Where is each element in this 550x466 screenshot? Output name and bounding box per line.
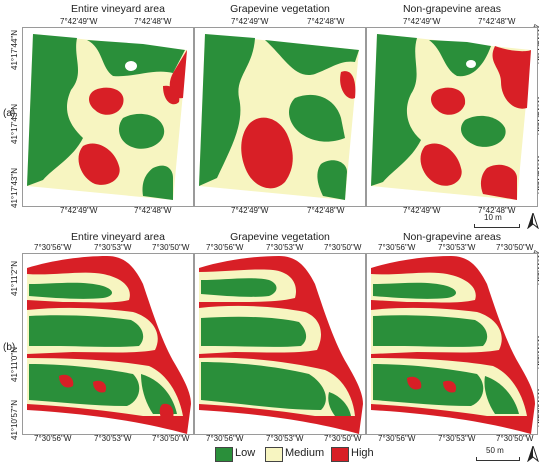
lon-tick: 7°30'53"W bbox=[266, 434, 304, 443]
legend-label-high: High bbox=[351, 447, 374, 459]
map-panel-a-nongrapevine bbox=[366, 27, 538, 207]
lon-tick: 7°30'50"W bbox=[324, 243, 362, 252]
lon-tick: 7°30'53"W bbox=[266, 243, 304, 252]
map-panel-b-nongrapevine bbox=[366, 253, 538, 435]
lon-tick: 7°42'48"W bbox=[478, 17, 516, 26]
legend-swatch-medium bbox=[265, 447, 283, 462]
title-col2-a: Grapevine vegetation bbox=[230, 3, 330, 15]
lon-tick: 7°30'53"W bbox=[438, 243, 476, 252]
legend-label-low: Low bbox=[235, 447, 256, 459]
lat-tick: 41°17'44"N bbox=[10, 29, 19, 70]
lon-tick: 7°42'48"W bbox=[307, 17, 345, 26]
lon-tick: 7°42'48"W bbox=[307, 206, 345, 215]
lat-tick: 41°10'57"N bbox=[10, 399, 19, 440]
lon-tick: 7°30'50"W bbox=[324, 434, 362, 443]
legend-swatch-low bbox=[215, 447, 233, 462]
lon-tick: 7°30'56"W bbox=[378, 434, 416, 443]
title-col1-b: Entire vineyard area bbox=[71, 231, 165, 243]
title-col1-a: Entire vineyard area bbox=[71, 3, 165, 15]
lon-tick: 7°30'56"W bbox=[34, 434, 72, 443]
title-col2-b: Grapevine vegetation bbox=[230, 231, 330, 243]
lon-tick: 7°30'50"W bbox=[152, 243, 190, 252]
title-col3-a: Non-grapevine areas bbox=[402, 3, 502, 15]
lon-tick: 7°42'48"W bbox=[134, 206, 172, 215]
lon-tick: 7°30'56"W bbox=[378, 243, 416, 252]
legend-swatch-high bbox=[331, 447, 349, 462]
lon-tick: 7°30'50"W bbox=[496, 243, 534, 252]
lon-tick: 7°30'53"W bbox=[94, 243, 132, 252]
map-panel-b-entire bbox=[22, 253, 194, 435]
lon-tick: 7°30'53"W bbox=[438, 434, 476, 443]
lon-tick: 7°30'50"W bbox=[152, 434, 190, 443]
scale-label-a: 10 m bbox=[484, 213, 502, 222]
lon-tick: 7°30'50"W bbox=[496, 434, 534, 443]
lon-tick: 7°42'49"W bbox=[60, 17, 98, 26]
lon-tick: 7°30'56"W bbox=[34, 243, 72, 252]
row-label-b: (b) bbox=[3, 342, 16, 353]
north-arrow-icon bbox=[527, 213, 539, 229]
lon-tick: 7°42'48"W bbox=[134, 17, 172, 26]
lon-tick: 7°42'48"W bbox=[478, 206, 516, 215]
lon-tick: 7°42'49"W bbox=[60, 206, 98, 215]
scale-bar-a bbox=[474, 224, 520, 228]
lon-tick: 7°30'56"W bbox=[206, 434, 244, 443]
map-panel-a-grapevine bbox=[194, 27, 366, 207]
lon-tick: 7°30'56"W bbox=[206, 243, 244, 252]
lon-tick: 7°42'49"W bbox=[403, 206, 441, 215]
row-label-a: (a) bbox=[3, 108, 16, 119]
lon-tick: 7°42'49"W bbox=[231, 17, 269, 26]
map-panel-b-grapevine bbox=[194, 253, 366, 435]
lat-tick: 41°11'2"N bbox=[10, 261, 19, 296]
lon-tick: 7°42'49"W bbox=[231, 206, 269, 215]
map-panel-a-entire bbox=[22, 27, 194, 207]
lon-tick: 7°42'49"W bbox=[403, 17, 441, 26]
lon-tick: 7°30'53"W bbox=[94, 434, 132, 443]
lat-tick: 41°17'43"N bbox=[10, 167, 19, 208]
legend-label-medium: Medium bbox=[285, 447, 325, 459]
scale-label-b: 50 m bbox=[486, 446, 504, 455]
scale-bar-b bbox=[476, 457, 520, 461]
title-col3-b: Non-grapevine areas bbox=[402, 231, 502, 243]
north-arrow-icon bbox=[527, 446, 539, 462]
